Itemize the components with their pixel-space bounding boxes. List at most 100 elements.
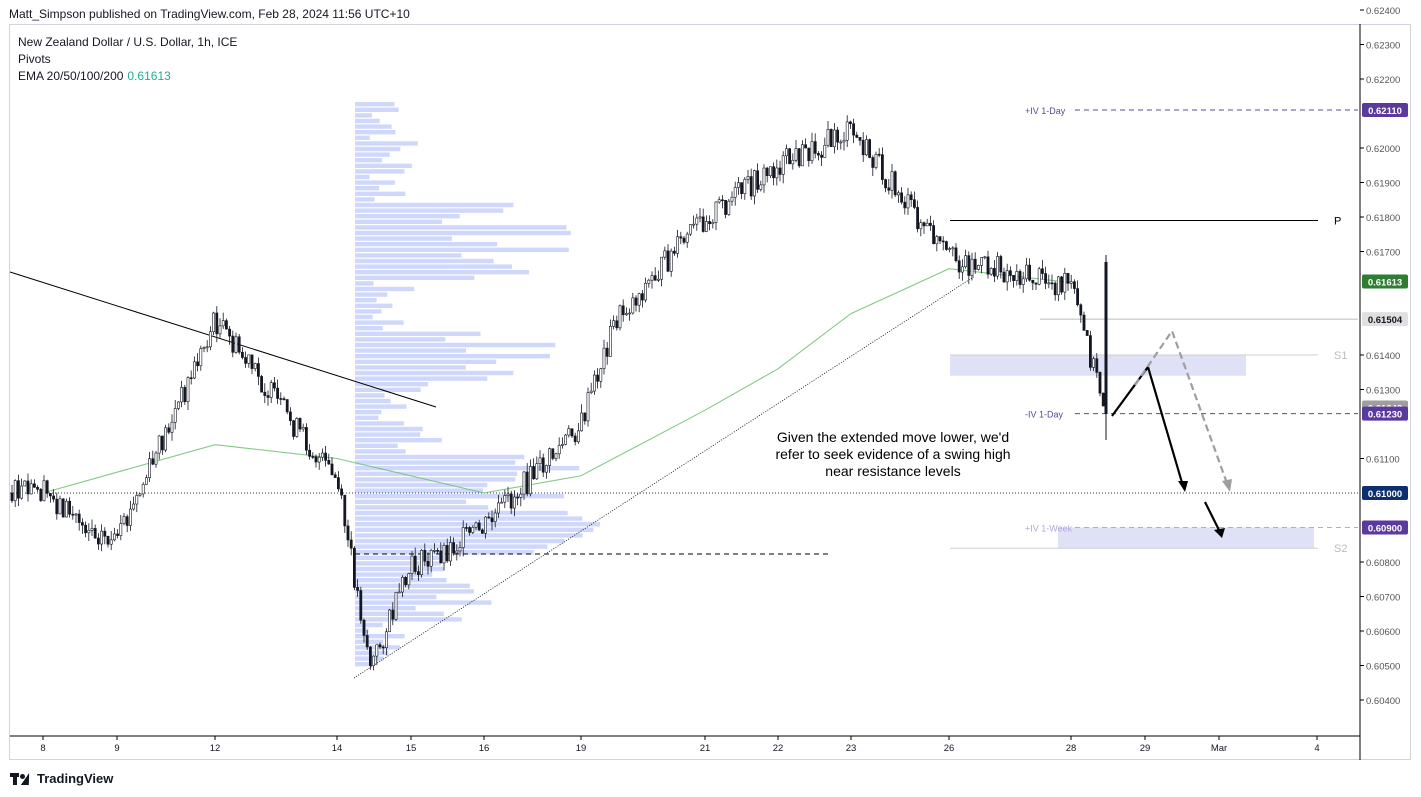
candles [10, 115, 1108, 671]
candle-body [992, 268, 996, 277]
level-name: -IV 1-Day [1025, 410, 1064, 420]
candle-body [135, 495, 139, 505]
volume-profile-bar [355, 482, 488, 488]
candle-body [490, 517, 494, 522]
y-tick-label: 0.62200 [1366, 75, 1400, 86]
annotation-line-1: Given the extended move lower, we'd [777, 429, 1009, 445]
candle-body [637, 293, 641, 306]
candle-body [10, 492, 14, 501]
candle-body [161, 435, 164, 451]
brand-name: TradingView [37, 771, 114, 786]
candle-body [308, 449, 312, 457]
candle-body [749, 176, 753, 197]
volume-profile-bar [355, 617, 462, 622]
candle-body [1047, 282, 1051, 285]
annotation-line-2: refer to seek evidence of a swing high [775, 446, 1010, 462]
candle-body [912, 199, 916, 208]
volume-profile-bar [355, 186, 380, 191]
candle-body [852, 123, 856, 136]
candle-body [634, 297, 638, 306]
volume-profile-bar [355, 460, 516, 465]
candle-body [1069, 281, 1073, 284]
price-label-bg [1362, 520, 1408, 535]
candle-body [432, 550, 436, 552]
candle-body [477, 522, 481, 531]
volume-profile-bar [355, 219, 443, 224]
volume-profile-bar [355, 404, 407, 409]
volume-profile-bar [355, 600, 492, 605]
candle-body [413, 555, 417, 572]
volume-profile-bar [355, 258, 494, 264]
candle-body [314, 456, 318, 463]
candle-body [429, 550, 433, 567]
volume-profile-bar [355, 589, 474, 594]
candle-body [167, 427, 171, 433]
candle-body [967, 255, 971, 276]
candle-body [301, 427, 305, 430]
candle-body [538, 457, 542, 464]
candle-body [452, 542, 456, 554]
volume-profile-bar [355, 443, 398, 448]
candle-body [951, 247, 955, 250]
candle-body [474, 522, 478, 528]
volume-profile-bar [355, 471, 518, 476]
candle-body [592, 374, 596, 392]
candle-body [221, 320, 225, 327]
symbol-title: New Zealand Dollar / U.S. Dollar, 1h, IC… [18, 35, 238, 49]
candle-body [743, 179, 747, 194]
volume-profile-bar [355, 415, 379, 420]
volume-profile-bar [355, 533, 583, 538]
candle-body [368, 646, 372, 666]
candle-body [1050, 282, 1054, 285]
candle-body [1060, 276, 1064, 293]
candle-body [976, 265, 980, 270]
candle-body [816, 153, 820, 156]
candle-body [378, 644, 382, 648]
candle-body [1002, 271, 1006, 283]
candle-body [458, 547, 462, 552]
y-tick-label: 0.61700 [1366, 248, 1400, 259]
volume-profile-bar [355, 662, 371, 667]
volume-profile-bar [355, 466, 580, 471]
candle-body [605, 347, 609, 357]
candle-body [944, 241, 948, 250]
candle-body [919, 222, 923, 230]
candle-body [973, 258, 977, 270]
volume-profile-bar [355, 158, 383, 163]
candle-body [29, 483, 33, 495]
volume-profile-bar [355, 174, 370, 180]
x-tick-label: 23 [846, 743, 857, 754]
candle-body [464, 527, 468, 529]
volume-profile-bar [355, 286, 415, 292]
brand[interactable]: TradingView [10, 771, 113, 786]
candle-body [16, 480, 20, 499]
volume-profile-bar [355, 270, 530, 275]
candle-body [672, 250, 676, 254]
candle-body [884, 179, 888, 189]
candle-body [68, 500, 72, 515]
candle-body [426, 560, 430, 567]
candle-body [285, 399, 289, 413]
candle-body [260, 376, 264, 393]
candle-body [941, 240, 945, 243]
candle-body [263, 391, 267, 396]
candle-body [237, 336, 241, 353]
volume-profile-bar [355, 331, 481, 336]
candle-body [1066, 273, 1070, 284]
candle-body [765, 167, 769, 177]
candle-body [698, 216, 702, 219]
candle-body [71, 513, 75, 516]
candle-body [36, 486, 40, 490]
candle-body [26, 480, 30, 495]
candle-body [621, 305, 625, 316]
candle-body [225, 320, 228, 330]
candle-body [141, 484, 145, 495]
candle-body [164, 427, 168, 451]
x-tick-label: 9 [114, 743, 119, 754]
candle-body [823, 144, 827, 158]
volume-profile-bar [355, 107, 399, 112]
candle-body [509, 493, 513, 509]
volume-profile-bar [355, 628, 369, 633]
price-label-bg [1362, 274, 1408, 289]
